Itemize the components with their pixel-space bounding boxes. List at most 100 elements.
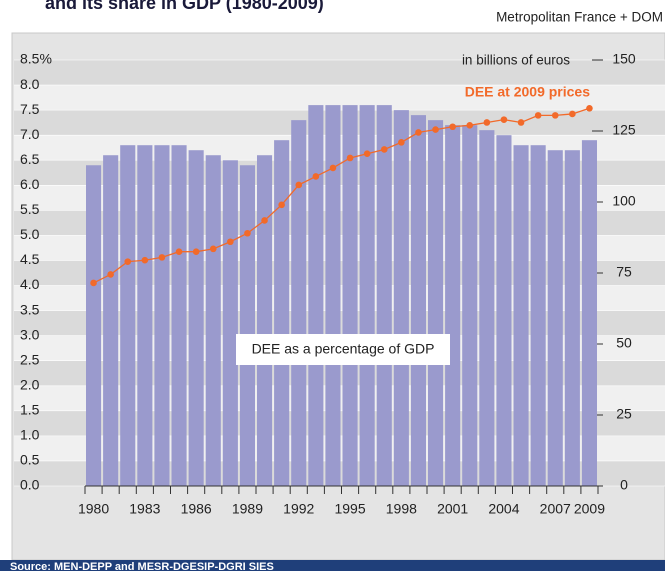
y-tick-label: 3.0 (20, 326, 40, 342)
x-tick-label: 1989 (232, 501, 263, 517)
bar (171, 145, 187, 486)
point (227, 238, 234, 246)
point (278, 201, 285, 209)
bar (496, 135, 512, 487)
bar (308, 105, 324, 486)
x-tick-label: 1992 (283, 501, 314, 517)
x-tick-label: 2009 (574, 501, 605, 517)
bar (547, 150, 563, 486)
point (158, 254, 166, 261)
x-tick-label: 2001 (437, 501, 468, 517)
point (329, 164, 337, 172)
bar (154, 145, 170, 486)
bar (530, 145, 546, 486)
point (363, 150, 371, 158)
bar (376, 105, 392, 486)
y-tick-label: 1.5 (20, 402, 40, 418)
point (569, 110, 576, 118)
legend-line: DEE at 2009 prices (465, 84, 591, 100)
bar (274, 140, 290, 486)
point (107, 271, 114, 278)
x-tick-label: 2007 (540, 501, 571, 517)
y-tick-label: 8.5% (20, 51, 52, 67)
point (141, 256, 149, 264)
bar (257, 155, 273, 487)
bar (188, 150, 204, 486)
bar (359, 105, 375, 486)
legend-bar: DEE as a percentage of GDP (252, 341, 435, 357)
y-tick-label: 4.5 (20, 251, 40, 267)
plot: 0.0 0.5 1.0 1.5 2.0 2.5 3.0 3.5 4.0 4.5 5.0 5.5 6.0 6… (14, 51, 665, 517)
bar (479, 130, 495, 486)
y-tick-label: 0.5 (20, 452, 40, 468)
bar (120, 145, 136, 486)
bar (581, 140, 597, 486)
point (295, 181, 303, 189)
point (90, 279, 97, 287)
bar (513, 145, 529, 486)
y-tick-label: 6.0 (20, 176, 40, 192)
grid-band (14, 60, 665, 86)
label-box (236, 334, 450, 365)
point (261, 217, 268, 224)
bar (342, 105, 358, 486)
point (209, 245, 217, 253)
y2-tick-label: 25 (616, 406, 632, 422)
y-tick-label: 3.5 (20, 301, 40, 317)
bar (137, 145, 153, 486)
y2-tick-label: 150 (612, 51, 636, 67)
bar (462, 125, 478, 486)
y-tick-label: 5.0 (20, 226, 40, 242)
y2-tick-label: 100 (612, 193, 636, 209)
annotation: Metropolitan France + DOM (496, 10, 663, 25)
point (500, 116, 508, 123)
bar (239, 165, 255, 486)
point (449, 123, 456, 131)
bar (445, 125, 461, 486)
y2-axis-label: in billions of euros (462, 53, 570, 68)
y-tick-label: 2.0 (20, 376, 40, 392)
point (415, 129, 422, 136)
y2-tick-label: 50 (616, 335, 632, 351)
y-tick-label: 6.5 (20, 151, 40, 167)
point (380, 146, 388, 153)
point (192, 248, 200, 255)
y-tick-label: 1.0 (20, 427, 40, 443)
point (483, 119, 491, 126)
y2-tick-label: 0 (620, 477, 628, 493)
point (517, 119, 525, 126)
bar (291, 120, 307, 486)
point (312, 173, 320, 180)
point (586, 104, 593, 112)
bar (564, 150, 580, 486)
bar (393, 110, 409, 486)
x-tick-label: 1995 (334, 501, 365, 517)
y2-tick-label: 125 (612, 122, 636, 138)
x-tick-label: 1998 (386, 501, 417, 517)
y-tick-label: 7.0 (20, 126, 40, 142)
x-tick-label: 2004 (488, 501, 519, 517)
y2-tick-label: 75 (616, 264, 632, 280)
bar (410, 115, 426, 487)
bar (103, 155, 119, 487)
chart-title: and its share in GDP (1980-2009) (45, 0, 324, 13)
point (124, 258, 132, 265)
x-tick-label: 1983 (129, 501, 160, 517)
source: Source: MEN-DEPP and MESR-DGESIP-DGRI SI… (10, 561, 274, 571)
y-tick-label: 8.0 (20, 76, 40, 92)
y-tick-label: 4.0 (20, 276, 40, 292)
y-tick-label: 7.5 (20, 101, 40, 117)
bar (428, 120, 444, 486)
y-tick-label: 5.5 (20, 201, 40, 217)
point (534, 112, 542, 119)
point (346, 154, 354, 162)
point (398, 139, 405, 146)
y-tick-label: 0.0 (20, 477, 40, 493)
bar (325, 105, 341, 486)
point (244, 229, 251, 237)
y-tick-label: 2.5 (20, 351, 40, 367)
x-tick-label: 1986 (181, 501, 212, 517)
bar (222, 160, 238, 486)
bar (86, 165, 102, 486)
